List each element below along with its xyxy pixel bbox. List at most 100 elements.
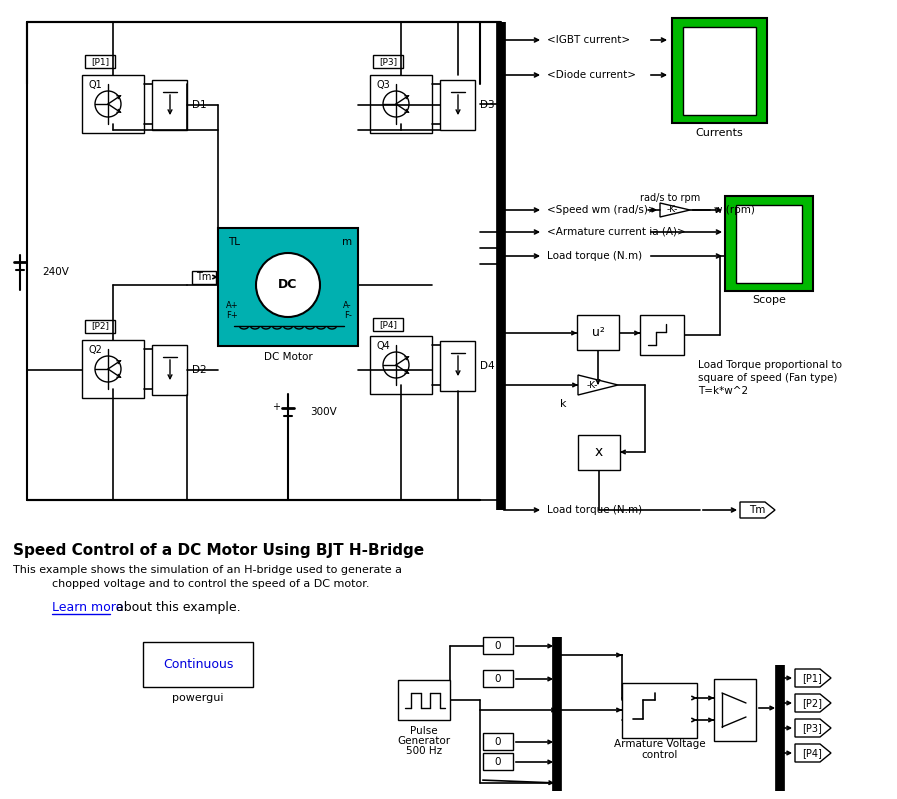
Bar [483, 670, 513, 687]
Text: 500 Hz: 500 Hz [406, 746, 442, 756]
Text: <Diode current>: <Diode current> [547, 70, 636, 80]
Bar [440, 341, 475, 391]
Bar [483, 753, 513, 770]
Text: F-: F- [344, 312, 352, 320]
Polygon shape [795, 719, 831, 737]
Bar [714, 679, 756, 741]
Text: <Speed wm (rad/s)>: <Speed wm (rad/s)> [547, 205, 657, 215]
Text: Armature Voltage: Armature Voltage [614, 739, 706, 749]
Text: D2: D2 [192, 365, 206, 375]
Text: Load torque (N.m): Load torque (N.m) [547, 251, 642, 261]
Bar [577, 315, 619, 350]
Text: -K-: -K- [587, 380, 597, 389]
Text: Tm: Tm [196, 272, 212, 282]
Bar [373, 55, 403, 68]
Text: chopped voltage and to control the speed of a DC motor.: chopped voltage and to control the speed… [52, 579, 370, 589]
Bar [82, 75, 144, 133]
Text: 0: 0 [495, 757, 501, 767]
Text: Tm: Tm [749, 505, 765, 515]
Text: F+: F+ [226, 312, 238, 320]
Bar [85, 320, 115, 333]
Text: square of speed (Fan type): square of speed (Fan type) [698, 373, 838, 383]
Bar [672, 18, 767, 123]
Text: D3: D3 [480, 100, 494, 110]
Text: D1: D1 [192, 100, 206, 110]
Text: Load Torque proportional to: Load Torque proportional to [698, 360, 842, 370]
Text: +: + [272, 402, 280, 412]
Text: Speed Control of a DC Motor Using BJT H-Bridge: Speed Control of a DC Motor Using BJT H-… [13, 543, 424, 558]
Bar [218, 228, 358, 346]
Polygon shape [660, 203, 690, 217]
Text: A+: A+ [226, 300, 239, 309]
Text: powergui: powergui [172, 693, 223, 703]
Text: TL: TL [228, 237, 240, 247]
Text: [P4]: [P4] [379, 320, 397, 329]
Text: Scope: Scope [752, 295, 786, 305]
Bar [640, 315, 684, 355]
Text: D4: D4 [480, 361, 494, 371]
Text: [P1]: [P1] [802, 673, 822, 683]
Text: 0: 0 [495, 674, 501, 684]
Polygon shape [740, 502, 775, 518]
Text: T=k*w^2: T=k*w^2 [698, 386, 748, 396]
Bar [373, 318, 403, 331]
Polygon shape [578, 375, 618, 395]
Text: DC Motor: DC Motor [264, 352, 312, 362]
Text: 0: 0 [495, 737, 501, 747]
Text: Q3: Q3 [376, 80, 390, 90]
Text: -K-: -K- [666, 205, 678, 214]
Bar [398, 680, 450, 720]
Text: m: m [342, 237, 352, 247]
Bar [370, 75, 432, 133]
Text: [P2]: [P2] [91, 321, 109, 331]
Text: [P4]: [P4] [802, 748, 822, 758]
Text: rad/s to rpm: rad/s to rpm [640, 193, 701, 203]
Bar [143, 642, 253, 687]
Text: [P3]: [P3] [802, 723, 822, 733]
Bar [483, 733, 513, 750]
Text: 300V: 300V [310, 407, 336, 417]
Text: Learn more: Learn more [52, 601, 124, 614]
Text: 0: 0 [495, 641, 501, 651]
Text: 240V: 240V [42, 267, 69, 277]
Text: Q1: Q1 [88, 80, 101, 90]
Bar [82, 340, 144, 398]
Text: <Armature current ia (A)>: <Armature current ia (A)> [547, 227, 685, 237]
Polygon shape [795, 744, 831, 762]
Text: [P2]: [P2] [802, 698, 822, 708]
Bar [440, 80, 475, 130]
Bar [152, 345, 187, 395]
Bar [152, 80, 187, 130]
Bar [483, 637, 513, 654]
Text: DC: DC [278, 279, 298, 292]
Text: Currents: Currents [695, 128, 743, 138]
Text: control: control [642, 750, 678, 760]
Text: x: x [595, 445, 603, 459]
Polygon shape [795, 694, 831, 712]
Text: [P3]: [P3] [379, 58, 397, 66]
Text: u²: u² [591, 327, 605, 340]
Text: Q2: Q2 [88, 345, 102, 355]
Text: <IGBT current>: <IGBT current> [547, 35, 630, 45]
Text: Q4: Q4 [376, 341, 390, 351]
Bar [192, 271, 216, 284]
Bar [622, 683, 697, 738]
Text: Continuous: Continuous [163, 658, 233, 671]
Text: Load torque (N.m): Load torque (N.m) [547, 505, 642, 515]
Text: [P1]: [P1] [91, 58, 109, 66]
Text: This example shows the simulation of an H-bridge used to generate a: This example shows the simulation of an … [13, 565, 402, 575]
Text: about this example.: about this example. [112, 601, 240, 614]
Text: Generator: Generator [397, 736, 450, 746]
Text: A-: A- [344, 300, 352, 309]
Polygon shape [795, 669, 831, 687]
Text: w (rpm): w (rpm) [714, 205, 755, 215]
Circle shape [256, 253, 320, 317]
Text: Pulse: Pulse [410, 726, 438, 736]
Bar [370, 336, 432, 394]
Bar [736, 205, 802, 283]
Bar [725, 196, 813, 291]
Bar [85, 55, 115, 68]
Text: k: k [560, 399, 566, 409]
Bar [578, 435, 620, 470]
Bar [683, 27, 756, 115]
